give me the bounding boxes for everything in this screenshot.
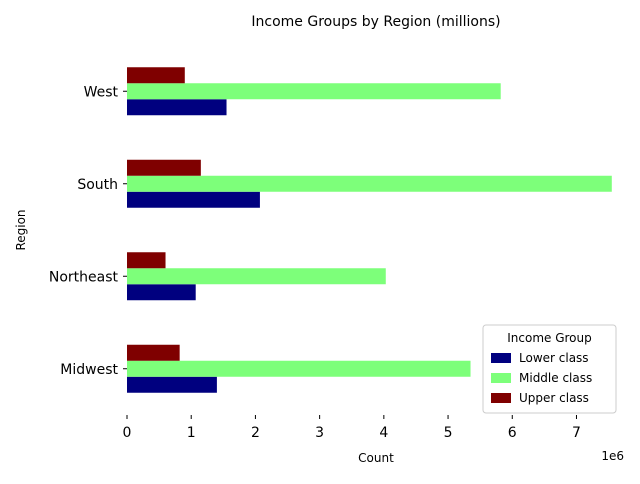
y-axis: Midwest Northeast South West [49, 84, 127, 378]
bars-group [127, 67, 612, 393]
bar-west-upper-class [127, 67, 185, 84]
x-tick-label: 5 [444, 425, 453, 441]
bar-south-upper-class [127, 159, 201, 176]
x-tick-label: 2 [251, 425, 260, 441]
y-axis-label: Region [14, 209, 28, 250]
x-tick-label: 1 [187, 425, 196, 441]
bar-west-lower-class [127, 99, 227, 116]
x-tick-label: 6 [508, 425, 517, 441]
x-axis-offset-label: 1e6 [601, 449, 624, 463]
y-tick-label: Midwest [60, 362, 118, 378]
bar-midwest-middle-class [127, 360, 471, 377]
legend-label-lower-class: Lower class [519, 351, 589, 365]
x-axis: 0 1 2 3 4 5 6 7 [123, 415, 581, 441]
x-tick-label: 4 [379, 425, 388, 441]
legend-frame [482, 324, 617, 414]
legend-title: Income Group [507, 331, 592, 345]
bar-south-lower-class [127, 191, 260, 208]
bar-northeast-upper-class [127, 252, 166, 269]
chart-title: Income Groups by Region (millions) [251, 14, 500, 30]
legend: Income Group Lower class Middle class Upper… [482, 324, 617, 414]
legend-swatch-upper-class [491, 393, 511, 403]
x-axis-label: Count [358, 451, 394, 465]
legend-label-middle-class: Middle class [519, 371, 592, 385]
x-tick-label: 7 [572, 425, 581, 441]
y-tick-label: West [84, 84, 119, 100]
legend-swatch-middle-class [491, 373, 511, 383]
y-tick-label: South [77, 177, 118, 193]
x-tick-label: 3 [315, 425, 324, 441]
bar-midwest-upper-class [127, 344, 180, 361]
bar-west-middle-class [127, 83, 501, 100]
legend-label-upper-class: Upper class [519, 391, 589, 405]
legend-swatch-lower-class [491, 353, 511, 363]
bar-midwest-lower-class [127, 376, 217, 393]
x-tick-label: 0 [123, 425, 132, 441]
bar-south-middle-class [127, 175, 612, 192]
bar-northeast-lower-class [127, 284, 196, 301]
y-tick-label: Northeast [49, 269, 119, 285]
bar-northeast-middle-class [127, 268, 386, 285]
